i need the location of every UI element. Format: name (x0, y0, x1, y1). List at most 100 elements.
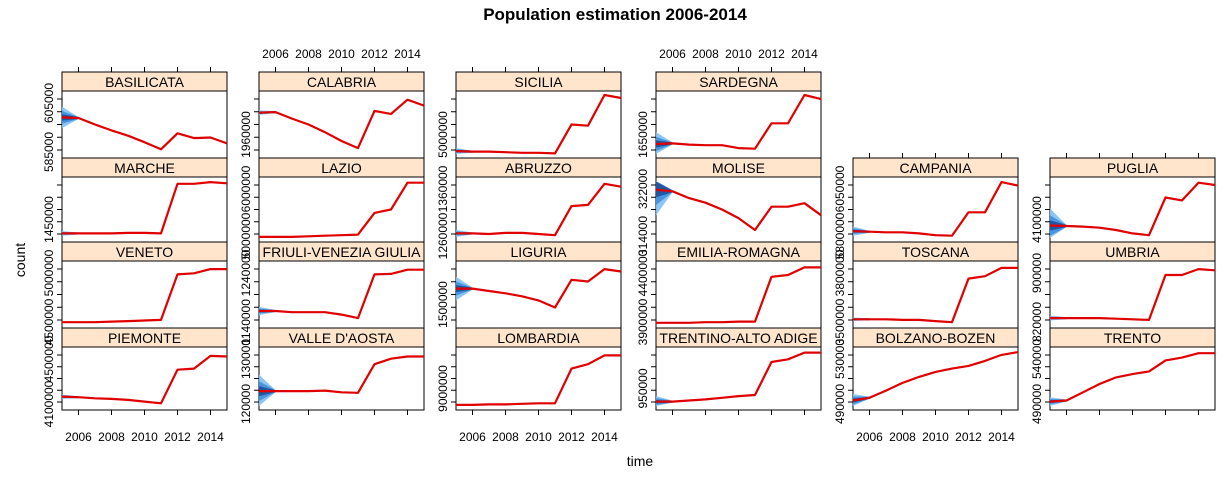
x-tick-label: 2014 (197, 430, 224, 444)
series-line (456, 182, 622, 237)
series-line (62, 268, 227, 324)
panel-title: SARDEGNA (699, 74, 778, 90)
y-tick-label: 4100000 (42, 380, 56, 427)
panel-frame (455, 346, 622, 411)
y-tick-label: 6050000 (833, 165, 847, 212)
panel-frame (455, 176, 622, 243)
panel-frame (455, 90, 622, 159)
panel-frame (258, 90, 425, 159)
x-tick-label: 2010 (328, 47, 355, 61)
x-tick-label: 2014 (394, 47, 421, 61)
panel-title: LOMBARDIA (497, 330, 580, 346)
panel-title: SICILIA (514, 74, 563, 90)
series-line (1049, 181, 1216, 237)
panel-frame (1049, 176, 1216, 243)
x-tick-label: 2006 (659, 47, 686, 61)
panel-frame (655, 176, 822, 243)
panel-title: MOLISE (712, 160, 765, 176)
panel-title: LAZIO (321, 160, 362, 176)
y-tick-label: 950000 (636, 368, 650, 408)
x-tick-label: 2014 (791, 47, 818, 61)
y-tick-label: 1140000 (239, 299, 253, 345)
panel-frame (852, 346, 1019, 411)
series-line (455, 93, 622, 155)
chart-title: Population estimation 2006-2014 (483, 5, 747, 24)
panel-title: TRENTO (1104, 330, 1161, 346)
x-tick-label: 2014 (988, 430, 1015, 444)
panel-title: BOLZANO-BOZEN (876, 330, 996, 346)
x-tick-label: 2010 (131, 430, 158, 444)
x-axis-label: time (626, 453, 654, 469)
x-tick-label: 2008 (492, 430, 519, 444)
series-line (62, 181, 228, 235)
panel-frame (61, 90, 228, 159)
y-tick-label: 1450000 (42, 196, 56, 243)
x-tick-label: 2008 (889, 430, 916, 444)
y-tick-label: 490000 (833, 384, 847, 424)
series-line (852, 351, 1019, 402)
series-line (259, 268, 424, 320)
x-tick-label: 2006 (856, 430, 883, 444)
x-tick-label: 2008 (295, 47, 322, 61)
y-axis-label: count (12, 242, 28, 278)
panel-title: LIGURIA (510, 244, 567, 260)
x-tick-label: 2010 (525, 430, 552, 444)
panel-title: VENETO (116, 244, 173, 260)
panel-title: FRIULI-VENEZIA GIULIA (263, 244, 422, 260)
y-tick-label: 3900000 (636, 298, 650, 345)
y-tick-label: 900000 (1030, 253, 1044, 293)
y-tick-label: 1240000 (239, 249, 253, 296)
panel-title: BASILICATA (105, 74, 185, 90)
series-line (456, 268, 622, 309)
y-tick-label: 540000 (1030, 339, 1044, 379)
y-tick-label: 322000 (636, 169, 650, 209)
panel-frame (455, 260, 622, 329)
y-tick-label: 4500000 (42, 298, 56, 345)
y-tick-label: 3800000 (833, 249, 847, 296)
x-tick-label: 2008 (98, 430, 125, 444)
panel-title: PIEMONTE (108, 330, 181, 346)
x-tick-label: 2010 (922, 430, 949, 444)
x-tick-label: 2008 (692, 47, 719, 61)
y-tick-label: 530000 (833, 339, 847, 379)
series-line (853, 266, 1018, 324)
series-line (61, 354, 228, 405)
x-tick-label: 2012 (955, 430, 982, 444)
series-line (456, 354, 621, 406)
y-tick-label: 314000 (636, 216, 650, 256)
y-tick-label: 585000 (42, 132, 56, 172)
y-tick-label: 1360000 (436, 165, 450, 212)
panel-title: TRENTINO-ALTO ADIGE (659, 330, 817, 346)
panel-title: VALLE D'AOSTA (289, 330, 395, 346)
y-tick-label: 5000000 (436, 111, 450, 158)
panel-title: CAMPANIA (899, 160, 972, 176)
x-tick-label: 2014 (591, 430, 618, 444)
series-line (61, 116, 228, 151)
y-tick-label: 9000000 (436, 365, 450, 412)
series-line (656, 351, 821, 403)
series-line (1049, 352, 1215, 403)
panel-frame (258, 346, 425, 411)
x-tick-label: 2010 (725, 47, 752, 61)
y-tick-label: 1500000 (436, 281, 450, 328)
panel-title: TOSCANA (902, 244, 970, 260)
y-tick-label: 3500000 (833, 298, 847, 345)
x-tick-label: 2006 (65, 430, 92, 444)
y-tick-label: 5000000 (42, 249, 56, 296)
series-line (852, 181, 1019, 237)
panel-title: EMILIA-ROMAGNA (677, 244, 801, 260)
y-tick-label: 4400000 (636, 249, 650, 296)
y-tick-label: 5800000 (833, 212, 847, 259)
y-tick-label: 4100000 (1030, 196, 1044, 243)
y-tick-label: 490000 (1030, 384, 1044, 424)
series-line (258, 98, 425, 150)
x-tick-label: 2006 (459, 430, 486, 444)
panel-title: MARCHE (114, 160, 175, 176)
x-tick-label: 2006 (262, 47, 289, 61)
series-line (655, 188, 822, 232)
x-tick-label: 2012 (164, 430, 191, 444)
y-tick-label: 4500000 (42, 335, 56, 382)
y-tick-label: 5000000 (239, 212, 253, 259)
